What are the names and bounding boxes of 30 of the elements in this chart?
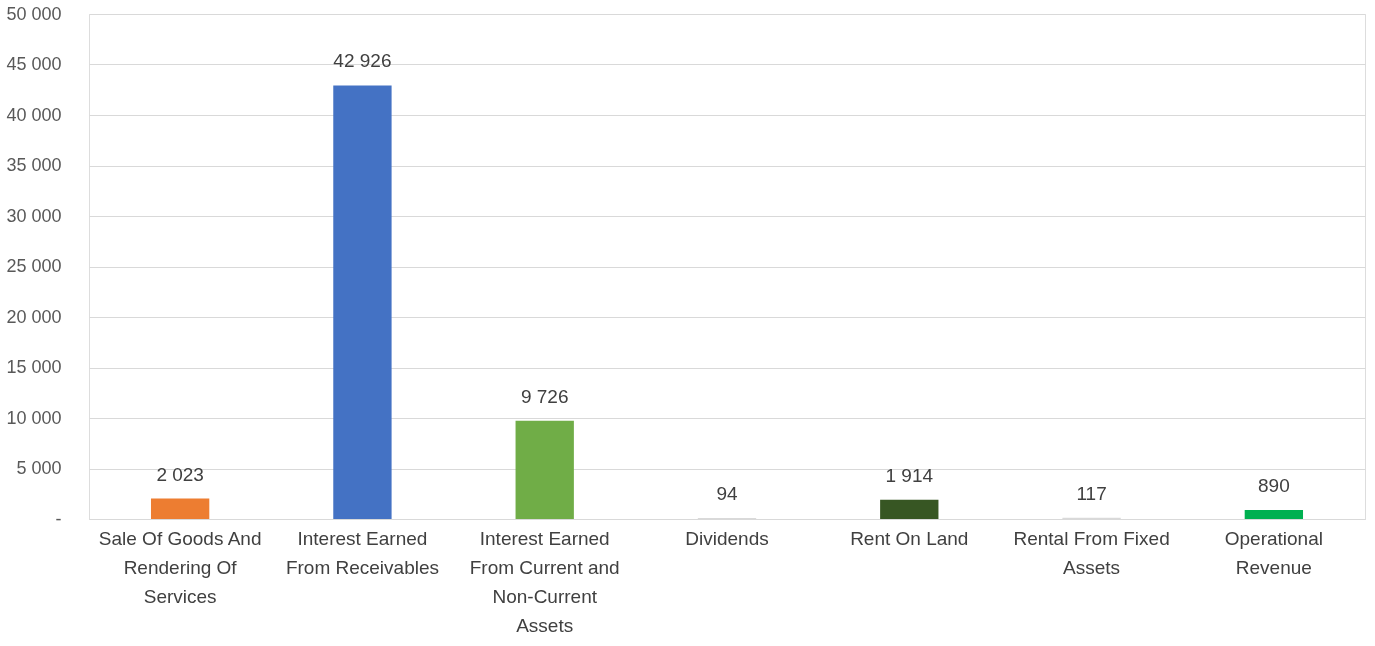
data-label: 9 726 <box>520 385 569 407</box>
y-tick-label: - <box>55 508 62 529</box>
y-tick-label: 35 000 <box>6 155 62 175</box>
y-tick-label: 30 000 <box>6 205 62 226</box>
y-tick-label: 50 000 <box>6 3 62 24</box>
y-tick-label: 5 000 <box>16 458 62 478</box>
data-label: 1 914 <box>885 464 934 486</box>
x-tick-label: Rental From Fixed Assets <box>1013 527 1170 578</box>
data-label: 117 <box>1076 482 1107 504</box>
x-tick-label: Interest Earned From Receivables <box>285 527 439 578</box>
y-tick-label: 20 000 <box>6 306 62 327</box>
y-tick-label: 40 000 <box>6 104 62 125</box>
x-tick-label: Rent On Land <box>850 527 969 549</box>
bar <box>880 499 939 519</box>
x-tick-label: Interest Earned From Current and Non-Current Assets <box>469 527 620 636</box>
x-tick-label: Dividends <box>685 527 769 549</box>
bar <box>1244 510 1304 519</box>
y-tick-label: 15 000 <box>6 357 62 377</box>
data-label: 2 023 <box>156 463 204 485</box>
bar <box>515 420 574 519</box>
data-label: 42 926 <box>333 50 392 72</box>
y-tick-label: 25 000 <box>6 256 62 276</box>
y-tick-label: 10 000 <box>6 407 62 428</box>
x-tick-label: Sale Of Goods And Rendering Of Services <box>98 527 262 607</box>
bar <box>150 498 210 519</box>
data-label: 94 <box>716 483 738 505</box>
x-tick-label: Operational Revenue <box>1224 527 1323 578</box>
bar <box>333 85 392 519</box>
data-label: 890 <box>1258 475 1290 497</box>
y-tick-label: 45 000 <box>6 54 62 74</box>
